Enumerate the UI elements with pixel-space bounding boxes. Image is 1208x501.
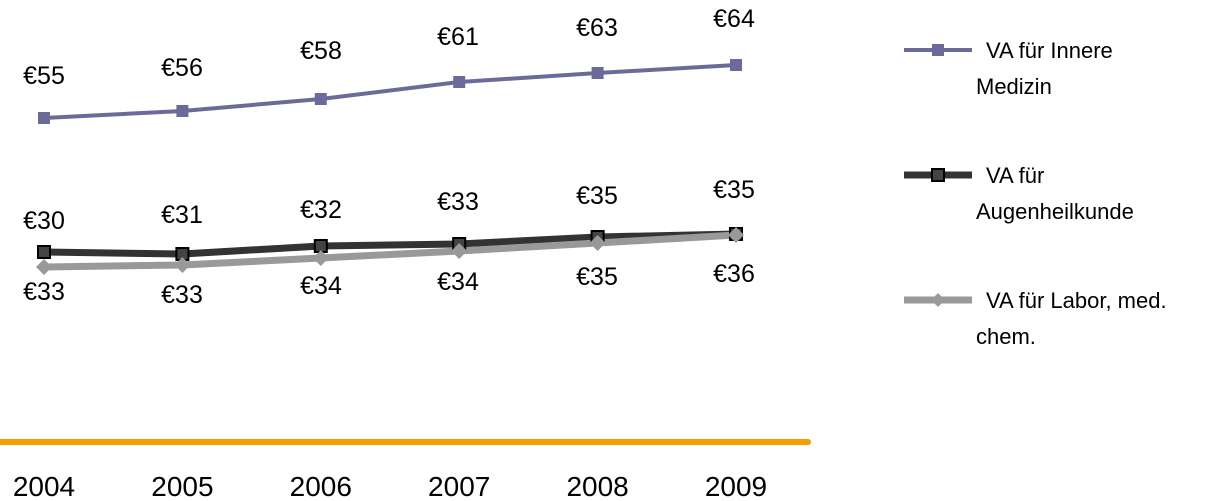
series-line-1	[43, 63, 737, 120]
data-label: €64	[713, 5, 755, 33]
legend-item-1: VA für Innere Medizin	[904, 38, 1113, 99]
data-point	[451, 243, 468, 259]
data-point	[174, 257, 191, 273]
x-tick-label: 2008	[566, 471, 628, 501]
data-label: €36	[713, 260, 755, 288]
data-point	[589, 235, 606, 251]
legend-marker	[931, 293, 945, 307]
data-point	[728, 227, 744, 243]
data-label: €34	[300, 272, 342, 300]
data-label: €33	[161, 281, 203, 309]
legend-label: chem.	[976, 324, 1036, 349]
legend-label: Augenheilkunde	[976, 199, 1134, 224]
legend-marker	[932, 44, 944, 56]
legend-item-2: VA für Augenheilkunde	[904, 163, 1134, 224]
data-label: €58	[300, 37, 342, 65]
data-point	[453, 76, 466, 88]
x-tick-label: 2005	[151, 471, 213, 501]
data-point	[312, 250, 329, 266]
data-label: €31	[161, 201, 203, 229]
data-label: €34	[437, 268, 479, 296]
series-markers	[36, 59, 744, 275]
x-tick-label: 2009	[705, 471, 767, 501]
series-lines	[43, 63, 737, 271]
x-tick-label: 2006	[290, 471, 352, 501]
data-labels: €55 €56 €58 €61 €63 €64 €30 €31 €32 €33 €35 €35 €33 €…	[23, 5, 755, 309]
data-label: €61	[437, 23, 479, 51]
data-label: €32	[300, 196, 342, 224]
data-point	[37, 245, 51, 259]
legend-marker	[931, 168, 945, 182]
data-label: €33	[23, 278, 65, 306]
data-point	[591, 67, 604, 79]
data-label: €55	[23, 62, 65, 90]
series-line-2	[43, 230, 737, 258]
legend-label: VA für Labor, med.	[986, 288, 1167, 313]
series-line-3	[43, 231, 737, 271]
data-point	[36, 259, 52, 275]
data-point	[176, 105, 189, 117]
data-label: €35	[576, 263, 618, 291]
x-tick-label: 2007	[428, 471, 490, 501]
legend-label: Medizin	[976, 74, 1052, 99]
data-label: €35	[713, 176, 755, 204]
data-point	[314, 93, 327, 105]
data-point	[38, 112, 50, 124]
legend-label: VA für Innere	[986, 38, 1113, 63]
x-tick-label: 2004	[13, 471, 75, 501]
legend-label: VA für	[986, 163, 1044, 188]
data-label: €30	[23, 207, 65, 235]
data-point	[730, 59, 742, 71]
data-label: €63	[576, 14, 618, 42]
legend-item-3: VA für Labor, med. chem.	[904, 288, 1167, 349]
legend: VA für Innere Medizin VA für Augenheilkunde…	[904, 38, 1167, 349]
x-axis-tick-labels: 2004 2005 2006 2007 2008 2009	[13, 471, 767, 501]
data-label: €35	[576, 182, 618, 210]
data-label: €33	[437, 188, 479, 216]
data-label: €56	[161, 54, 203, 82]
